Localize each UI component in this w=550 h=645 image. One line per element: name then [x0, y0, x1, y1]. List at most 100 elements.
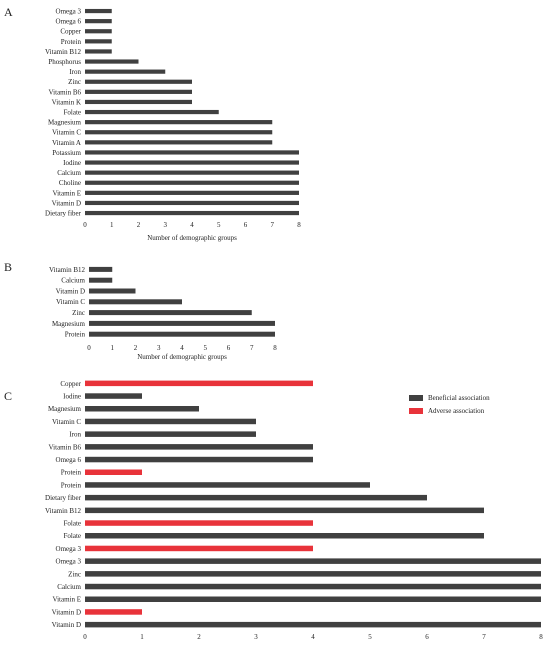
chart-c-bar: [85, 469, 142, 475]
chart-b-category-label: Zinc: [72, 309, 85, 317]
chart-a-x-tick-label: 5: [217, 221, 221, 229]
chart-a-bar: [85, 49, 112, 54]
chart-a-bar: [85, 130, 273, 135]
chart-b-x-tick-label: 5: [204, 344, 208, 352]
chart-c-bar: [85, 621, 541, 628]
chart-a-x-tick-label: 6: [244, 221, 248, 229]
chart-a-category-label: Potassium: [52, 149, 81, 157]
chart-b-bar: [89, 331, 275, 337]
chart-c-category-label: Vitamin D: [52, 608, 81, 616]
chart-c-bar: [85, 609, 142, 615]
chart-c-bar: [85, 558, 541, 564]
chart-c-category-label: Iron: [69, 431, 81, 439]
chart-a-category-label: Vitamin A: [52, 139, 81, 147]
chart-a-bar: [85, 99, 192, 105]
chart-c-bar: [85, 380, 313, 387]
chart-a-category-label: Magnesium: [48, 119, 82, 127]
panel-label-c: C: [4, 389, 12, 403]
chart-b-x-tick-label: 6: [227, 344, 231, 352]
chart-b-x-tick-label: 2: [134, 344, 138, 352]
chart-a-category-label: Zinc: [68, 78, 81, 86]
chart-b-bar: [89, 277, 113, 283]
chart-a-category-label: Iodine: [63, 159, 81, 167]
chart-a-x-tick-label: 7: [271, 221, 275, 229]
chart-a-x-axis-title: Number of demographic groups: [147, 234, 237, 242]
chart-a-category-label: Calcium: [57, 169, 81, 177]
chart-a-bar: [85, 59, 139, 64]
chart-c-bar: [85, 418, 256, 425]
chart-a-bar: [85, 89, 192, 94]
chart-c-x-tick-label: 5: [368, 633, 372, 641]
chart-a-category-label: Copper: [60, 28, 81, 36]
chart-c-x-tick-label: 4: [311, 633, 315, 641]
chart-a-category-label: Vitamin C: [52, 129, 81, 137]
chart-c-x-tick-label: 0: [83, 633, 87, 641]
chart-b-bar: [89, 310, 252, 316]
chart-a-category-label: Vitamin D: [52, 199, 81, 207]
chart-a-category-label: Dietary fiber: [45, 209, 82, 217]
chart-c-category-label: Omega 6: [56, 456, 82, 464]
chart-b-x-tick-label: 3: [157, 344, 161, 352]
chart-b-x-tick-label: 4: [180, 344, 184, 352]
chart-a-bar: [85, 120, 273, 125]
chart-a-bar: [85, 150, 299, 155]
chart-c-bar: [85, 507, 484, 514]
chart-b-x-tick-label: 0: [87, 344, 91, 352]
chart-a-category-label: Choline: [59, 179, 81, 187]
panel-label-a: A: [4, 5, 13, 19]
chart-b-category-label: Magnesium: [52, 320, 86, 328]
chart-a-category-label: Omega 6: [56, 18, 82, 26]
chart-b: Vitamin B12 Calcium Vitamin D Vitamin C Zinc…: [49, 266, 277, 361]
chart-b-category-label: Vitamin D: [56, 287, 85, 295]
chart-b-bar: [89, 266, 113, 272]
chart-a-x-tick-label: 1: [110, 221, 114, 229]
chart-c-bar: [85, 571, 541, 577]
chart-c-category-label: Vitamin E: [52, 596, 81, 604]
chart-c-category-label: Iodine: [63, 392, 81, 400]
chart-c-bar: [85, 533, 484, 539]
chart-a-bar: [85, 210, 299, 216]
chart-c-category-label: Vitamin B12: [45, 507, 81, 515]
chart-b-x-tick-label: 1: [111, 344, 115, 352]
chart-a-x-tick-label: 8: [297, 221, 301, 229]
chart-c: Copper Iodine Magnesium Vitamin C Iron Vitami…: [45, 380, 543, 641]
chart-a-category-label: Protein: [61, 38, 82, 46]
chart-b-x-tick-label: 8: [273, 344, 277, 352]
chart-a-bar: [85, 39, 112, 44]
chart-a-bar: [85, 170, 299, 175]
chart-a-category-label: Vitamin B6: [49, 88, 82, 96]
chart-c-category-label: Vitamin C: [52, 418, 81, 426]
chart-b-bar: [89, 288, 136, 294]
chart-c-category-label: Folate: [64, 532, 82, 540]
chart-a-bar: [85, 69, 166, 74]
chart-a-x-tick-label: 4: [190, 221, 194, 229]
chart-c-x-tick-label: 1: [140, 633, 144, 641]
chart-a-category-label: Folate: [64, 108, 82, 116]
chart-b-x-tick-label: 7: [250, 344, 254, 352]
chart-c-category-label: Protein: [61, 469, 82, 477]
chart-a: Omega 3 Omega 6 Copper Protein Vitamin B12 Ph…: [45, 7, 301, 242]
chart-c-legend-swatch-adverse: [409, 408, 423, 414]
chart-c-bar: [85, 482, 370, 488]
chart-c-bar: [85, 545, 313, 552]
chart-c-x-tick-label: 2: [197, 633, 201, 641]
chart-a-category-label: Phosphorus: [48, 58, 81, 66]
chart-c-x-tick-label: 8: [539, 633, 543, 641]
chart-c-bar: [85, 456, 313, 463]
chart-a-x-tick-label: 2: [137, 221, 141, 229]
chart-c-legend-label-beneficial: Beneficial association: [428, 394, 490, 402]
chart-b-category-label: Vitamin C: [56, 298, 85, 306]
chart-a-x-tick-label: 3: [164, 221, 168, 229]
chart-b-bar: [89, 320, 275, 326]
chart-c-category-label: Protein: [61, 481, 82, 489]
chart-c-bar: [85, 596, 541, 602]
chart-c-x-tick-label: 6: [425, 633, 429, 641]
chart-a-category-label: Vitamin E: [52, 189, 81, 197]
chart-c-x-tick-label: 3: [254, 633, 258, 641]
chart-a-category-label: Vitamin K: [52, 98, 81, 106]
chart-c-bar: [85, 494, 427, 501]
chart-c-category-label: Vitamin B6: [49, 443, 82, 451]
chart-c-category-label: Calcium: [57, 583, 81, 591]
chart-c-category-label: Vitamin D: [52, 621, 81, 629]
chart-a-category-label: Iron: [69, 68, 81, 76]
